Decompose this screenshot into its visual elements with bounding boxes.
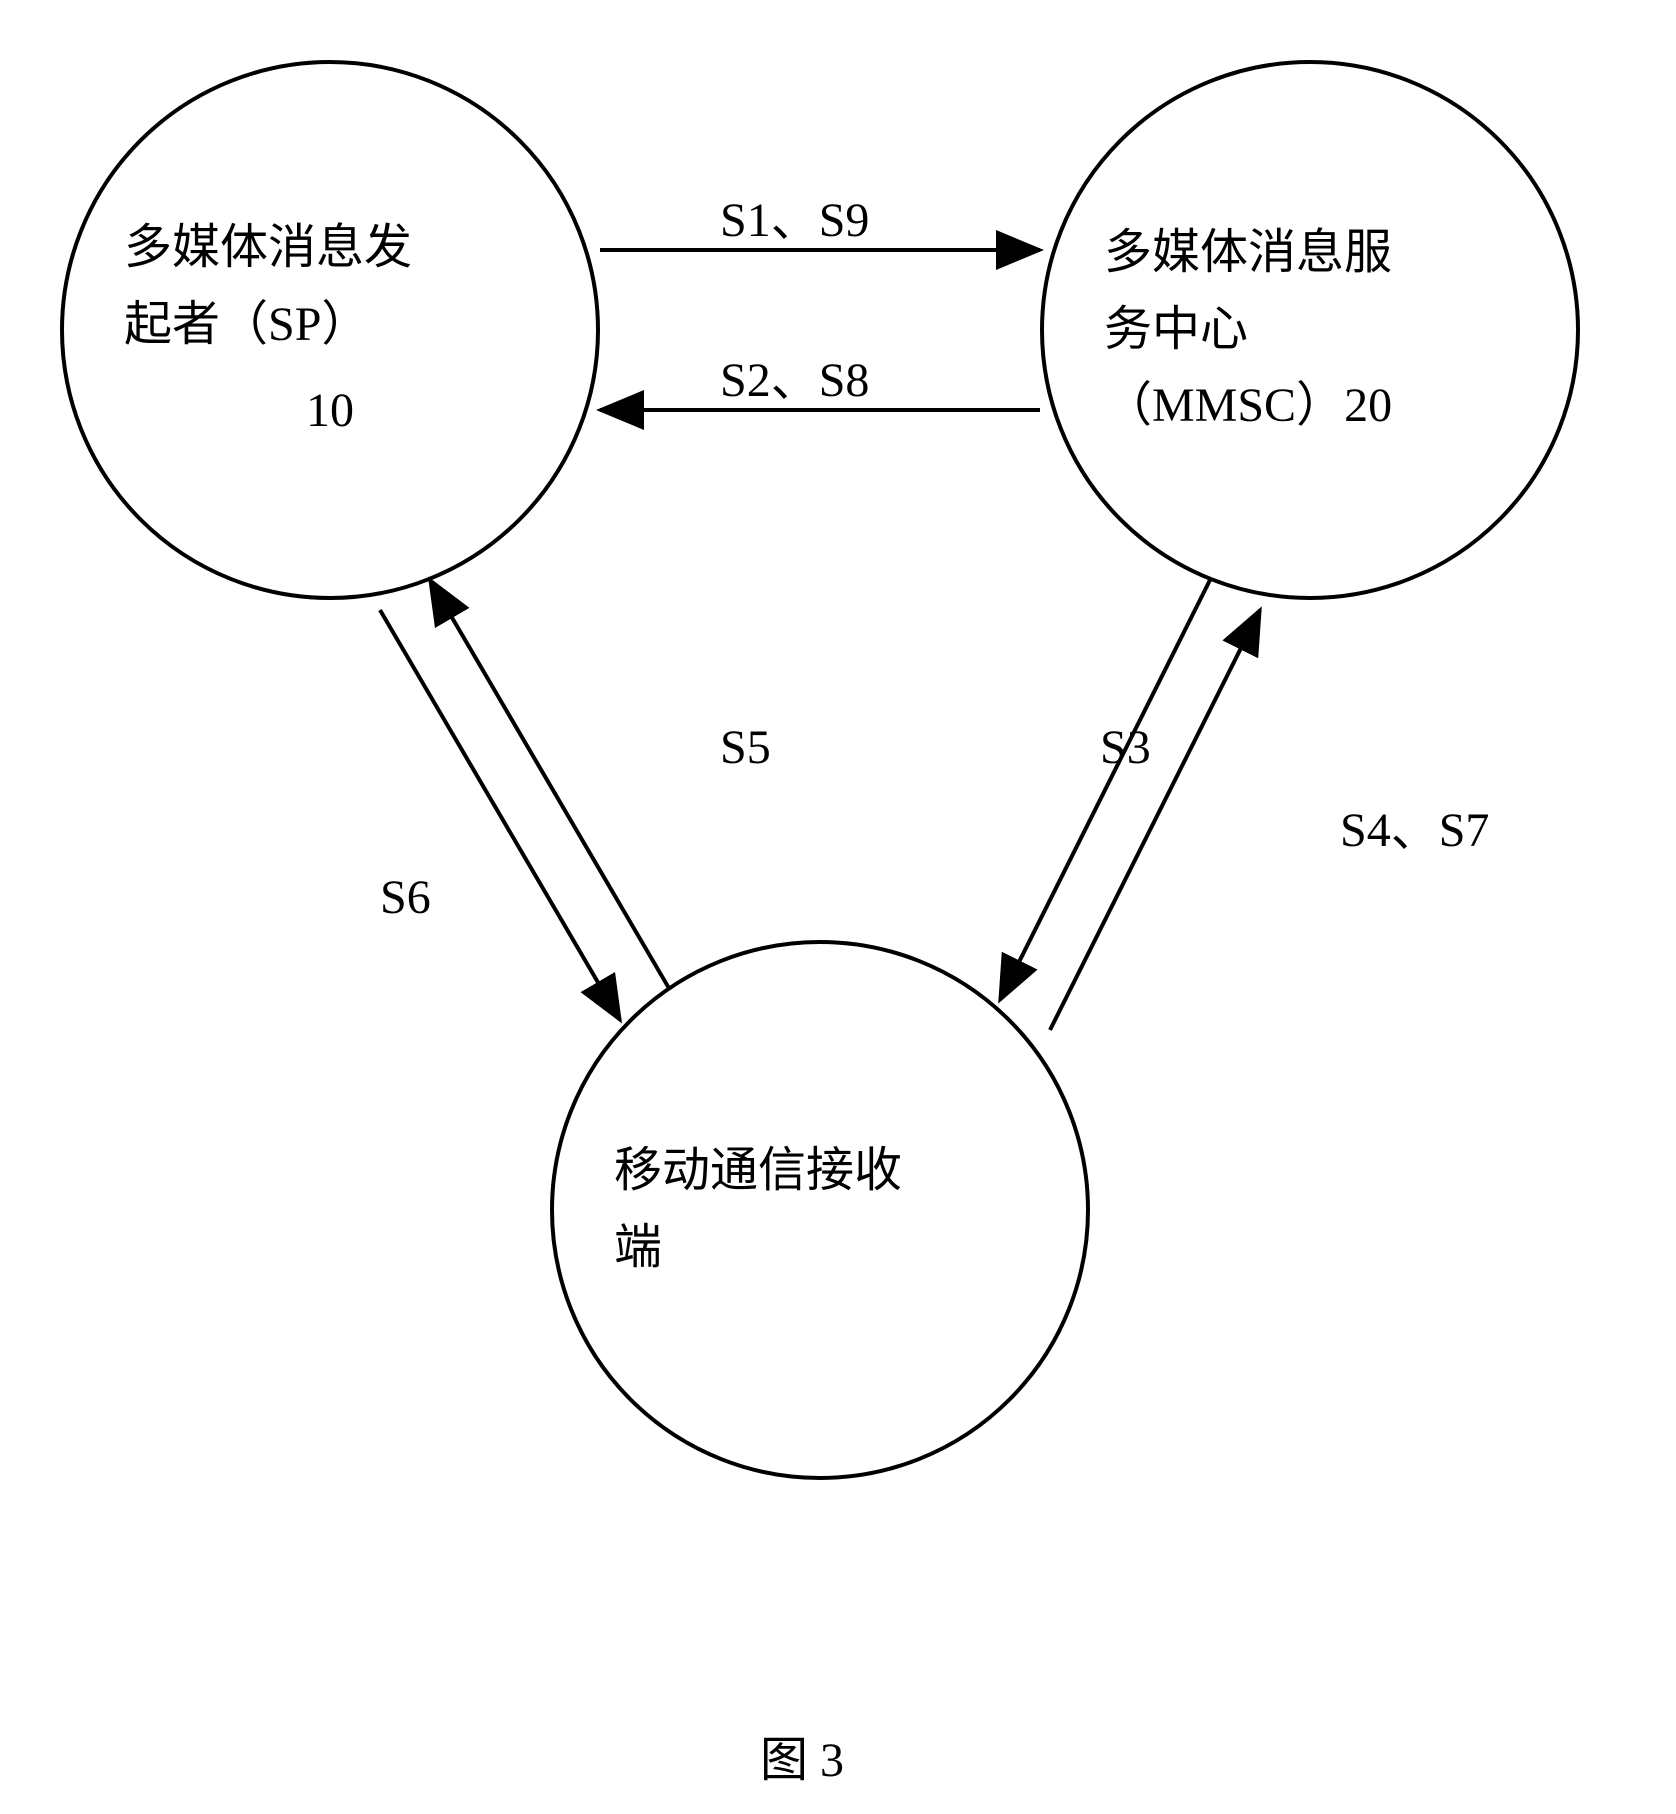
- edge-s3: [1000, 580, 1210, 1000]
- node-sp-line3: 10: [306, 373, 354, 450]
- node-receiver-line2: 端: [614, 1210, 662, 1287]
- edge-label-s1-s9: S1、S9: [720, 180, 869, 250]
- edge-label-s4-s7: S4、S7: [1340, 790, 1489, 860]
- node-sp-line2: 起者（SP）: [124, 287, 369, 364]
- edge-label-s2-s8: S2、S8: [720, 340, 869, 410]
- edge-s6: [380, 610, 620, 1020]
- node-sp: 多媒体消息发 起者（SP） 10: [60, 60, 600, 600]
- node-mmsc-line3: （MMSC）20: [1104, 368, 1392, 445]
- node-receiver-line1: 移动通信接收: [614, 1133, 902, 1210]
- node-sp-line1: 多媒体消息发: [124, 210, 412, 287]
- edge-s5: [430, 580, 670, 990]
- edge-label-s6: S6: [380, 870, 431, 925]
- node-mmsc: 多媒体消息服 务中心 （MMSC）20: [1040, 60, 1580, 600]
- node-mmsc-line1: 多媒体消息服: [1104, 215, 1392, 292]
- diagram-container: 多媒体消息发 起者（SP） 10 多媒体消息服 务中心 （MMSC）20 移动通…: [0, 0, 1676, 1814]
- edge-s4-s7: [1050, 610, 1260, 1030]
- node-mmsc-line2: 务中心: [1104, 292, 1248, 369]
- edge-label-s3: S3: [1100, 720, 1151, 775]
- figure-caption: 图 3: [760, 1720, 844, 1790]
- edge-label-s5: S5: [720, 720, 771, 775]
- node-receiver: 移动通信接收 端: [550, 940, 1090, 1480]
